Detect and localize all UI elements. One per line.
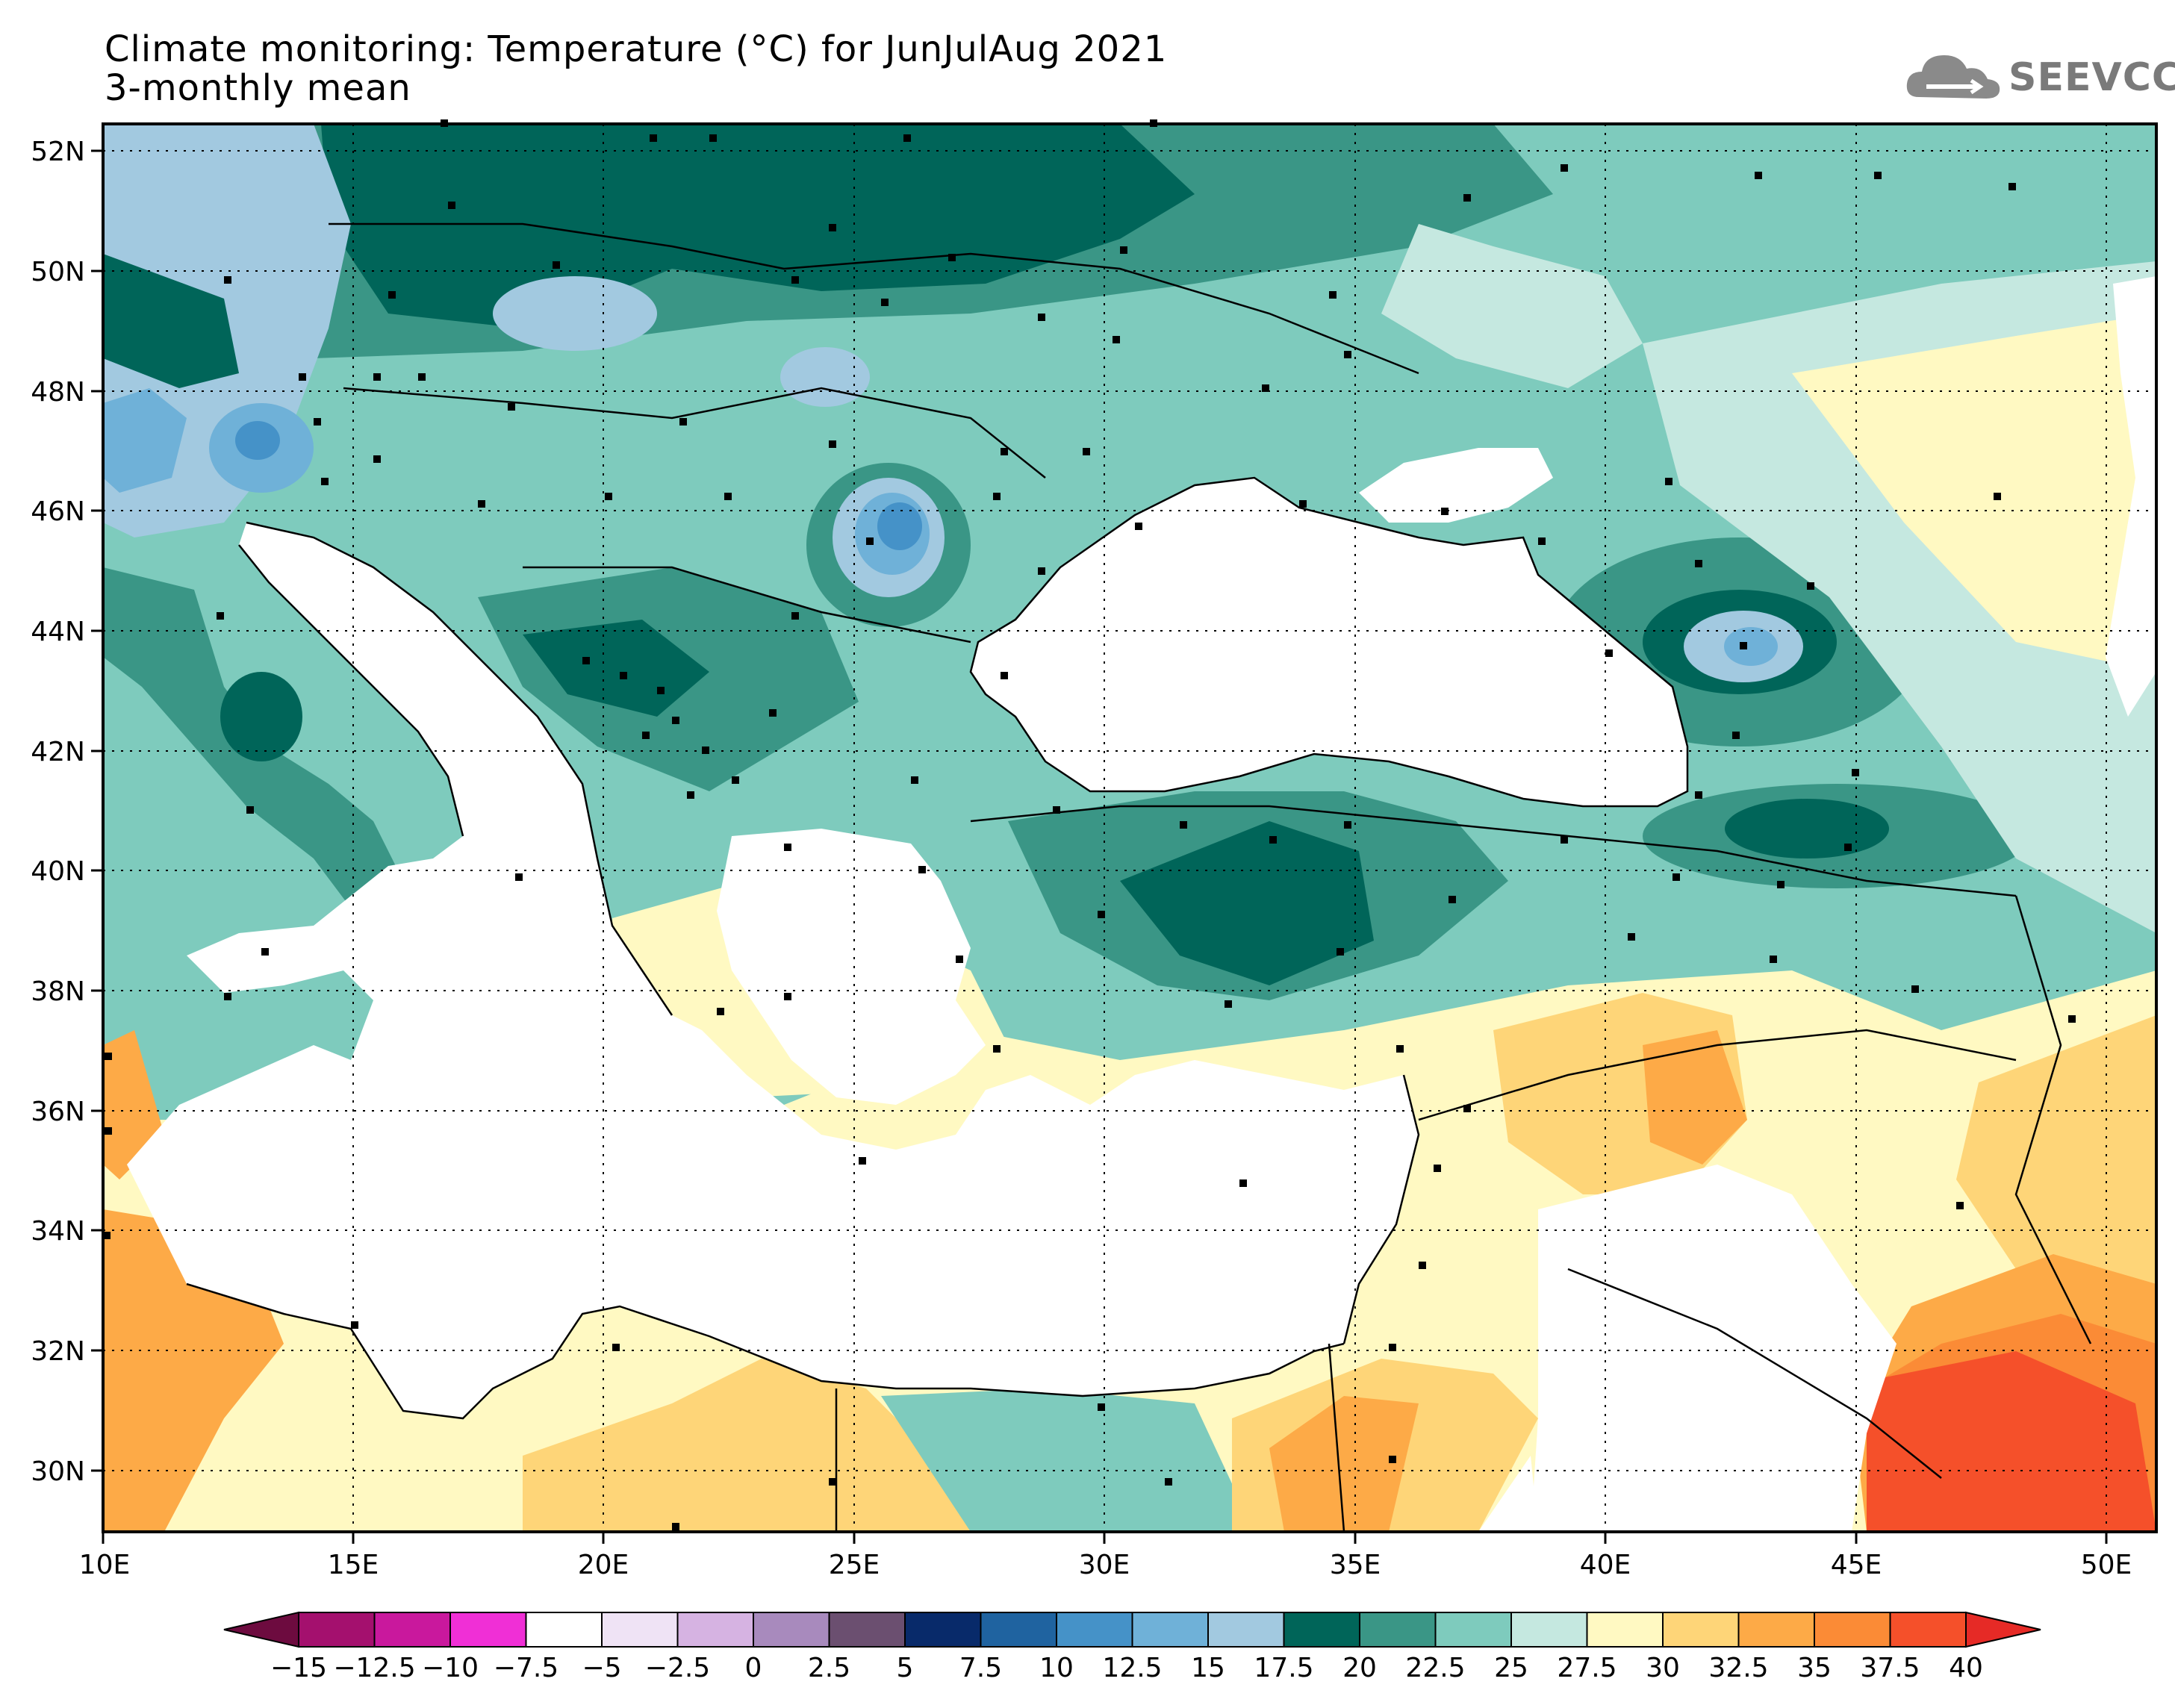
lon-label-20e: 20E bbox=[578, 1550, 629, 1580]
lon-label-25e: 25E bbox=[829, 1550, 880, 1580]
lat-label-48n: 48N bbox=[31, 377, 85, 408]
colorbar-swatch bbox=[1586, 1612, 1664, 1648]
colorbar-tick-label: 22.5 bbox=[1405, 1653, 1465, 1683]
colorbar-swatch bbox=[1056, 1612, 1133, 1648]
colorbar-tick-label: 37.5 bbox=[1860, 1653, 1920, 1683]
colorbar-swatch bbox=[676, 1612, 754, 1648]
cloud-icon bbox=[1906, 55, 2000, 99]
lat-label-40n: 40N bbox=[31, 856, 85, 887]
colorbar-tick-label: 20 bbox=[1342, 1653, 1377, 1683]
map-title: Climate monitoring: Temperature (°C) for… bbox=[105, 28, 1168, 70]
colorbar-swatch bbox=[1359, 1612, 1437, 1648]
colorbar-tick-label: 32.5 bbox=[1708, 1653, 1768, 1683]
map-frame bbox=[102, 122, 2158, 1533]
colorbar-tick-label: −5 bbox=[582, 1653, 621, 1683]
colorbar-tick-label: 12.5 bbox=[1102, 1653, 1162, 1683]
colorbar-swatch bbox=[1510, 1612, 1588, 1648]
colorbar-tick-label: 7.5 bbox=[959, 1653, 1002, 1683]
lat-label-46n: 46N bbox=[31, 496, 85, 527]
axis-ticks bbox=[91, 149, 2108, 1544]
colorbar-tick-label: −12.5 bbox=[333, 1653, 415, 1683]
colorbar-tick-label: 30 bbox=[1646, 1653, 1680, 1683]
colorbar-swatch bbox=[373, 1612, 451, 1648]
station-dots bbox=[103, 119, 2076, 1530]
colorbar-tick-label: 5 bbox=[897, 1653, 914, 1683]
colorbar-swatch bbox=[1889, 1612, 1967, 1648]
colorbar-tick-label: 2.5 bbox=[808, 1653, 850, 1683]
lon-label-50e: 50E bbox=[2081, 1550, 2132, 1580]
lon-label-10e: 10E bbox=[79, 1550, 131, 1580]
colorbar-swatch bbox=[1662, 1612, 1740, 1648]
lon-label-30e: 30E bbox=[1079, 1550, 1130, 1580]
lat-label-50n: 50N bbox=[31, 257, 85, 287]
colorbar-swatch bbox=[1131, 1612, 1209, 1648]
colorbar-tick-label: 27.5 bbox=[1557, 1653, 1617, 1683]
colorbar: −15 −12.5 −10 −7.5 −5 −2.5 0 2.5 5 7.5 10 12.5 15 17.… bbox=[223, 1611, 2041, 1683]
colorbar-tick-label: −2.5 bbox=[645, 1653, 710, 1683]
colorbar-swatch bbox=[601, 1612, 679, 1648]
colorbar-tick-label: 17.5 bbox=[1254, 1653, 1313, 1683]
seevccc-logo: SEEVCCC bbox=[1904, 45, 2175, 112]
colorbar-arrow-right bbox=[1965, 1611, 2041, 1648]
lat-label-32n: 32N bbox=[31, 1336, 85, 1367]
lon-label-45e: 45E bbox=[1831, 1550, 1882, 1580]
colorbar-tick-label: 15 bbox=[1191, 1653, 1225, 1683]
colorbar-swatch bbox=[525, 1612, 603, 1648]
colorbar-tick-label: −15 bbox=[270, 1653, 327, 1683]
colorbar-swatch bbox=[1434, 1612, 1512, 1648]
lat-label-38n: 38N bbox=[31, 976, 85, 1007]
lat-label-30n: 30N bbox=[31, 1456, 85, 1487]
lat-label-44n: 44N bbox=[31, 617, 85, 647]
colorbar-swatch bbox=[449, 1612, 527, 1648]
borders bbox=[186, 222, 2092, 1532]
colorbar-swatch bbox=[1814, 1612, 1891, 1648]
colorbar-swatch bbox=[1207, 1612, 1285, 1648]
colorbar-swatch bbox=[980, 1612, 1057, 1648]
lat-label-36n: 36N bbox=[31, 1097, 85, 1127]
colorbar-tick-label: −7.5 bbox=[494, 1653, 558, 1683]
lat-label-52n: 52N bbox=[31, 137, 85, 167]
colorbar-swatch bbox=[753, 1612, 830, 1648]
lon-label-40e: 40E bbox=[1580, 1550, 1631, 1580]
sea-mask bbox=[127, 276, 2156, 1532]
colorbar-tick-label: 10 bbox=[1039, 1653, 1074, 1683]
colorbar-tick-label: 25 bbox=[1494, 1653, 1528, 1683]
colorbar-tick-label: 40 bbox=[1949, 1653, 1983, 1683]
colorbar-swatch bbox=[1283, 1612, 1360, 1648]
colorbar-swatch bbox=[904, 1612, 982, 1648]
lat-label-34n: 34N bbox=[31, 1216, 85, 1247]
map-subtitle: 3-monthly mean bbox=[105, 67, 411, 109]
lat-label-42n: 42N bbox=[31, 737, 85, 767]
colorbar-swatch bbox=[1737, 1612, 1815, 1648]
lon-label-15e: 15E bbox=[328, 1550, 379, 1580]
colorbar-swatch bbox=[298, 1612, 376, 1648]
lon-label-35e: 35E bbox=[1330, 1550, 1381, 1580]
colorbar-swatch bbox=[828, 1612, 906, 1648]
colorbar-arrow-left bbox=[223, 1611, 299, 1648]
colorbar-tick-label: 0 bbox=[745, 1653, 762, 1683]
gridlines bbox=[103, 124, 2156, 1532]
colorbar-tick-label: −10 bbox=[422, 1653, 479, 1683]
colorbar-tick-label: 35 bbox=[1797, 1653, 1832, 1683]
logo-text: SEEVCCC bbox=[2008, 55, 2175, 100]
